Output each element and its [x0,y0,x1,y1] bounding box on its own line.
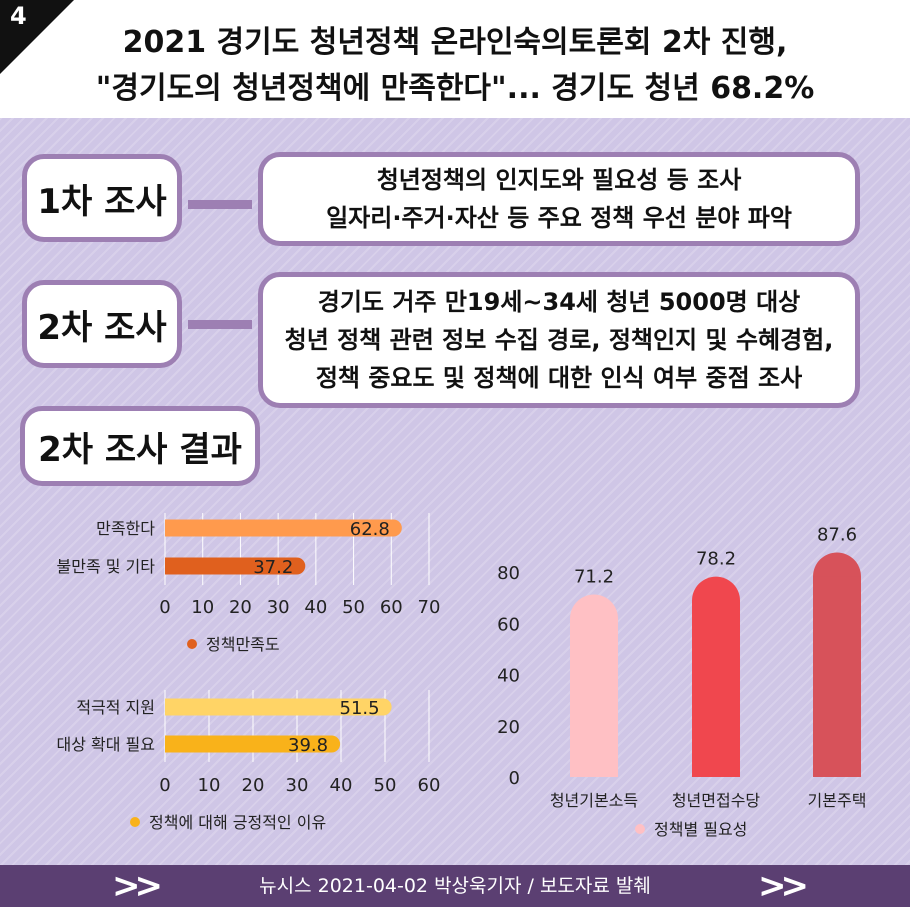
bar-base [570,618,618,777]
survey1-desc-box: 청년정책의 인지도와 필요성 등 조사 일자리·주거·자산 등 주요 정책 우선… [258,152,860,246]
survey2-connector [188,320,252,329]
category-label: 만족한다 [96,519,155,538]
survey2-desc-line-2: 청년 정책 관련 정보 수집 경로, 정책인지 및 수혜경험, [284,326,834,354]
x-tick-label: 50 [374,775,397,796]
x-tick-label: 20 [229,597,252,618]
survey2-desc-line-3: 정책 중요도 및 정책에 대한 인식 여부 중점 조사 [315,364,803,392]
data-label: 62.8 [350,519,390,540]
legend-marker [187,639,197,649]
footer-bar: >> 뉴시스 2021-04-02 박상욱기자 / 보도자료 발췌 >> [0,865,910,907]
survey1-connector [188,200,252,209]
bar [165,557,306,575]
legend-marker [130,817,140,827]
chevron-right-icon: >> [112,866,163,906]
bar-base [165,557,182,575]
legend-label: 정책별 필요성 [654,820,747,839]
survey2-label: 2차 조사 [37,307,167,348]
category-label: 불만족 및 기타 [57,557,156,576]
survey1-desc-line-1: 청년정책의 인지도와 필요성 등 조사 [376,166,742,194]
category-label: 대상 확대 필요 [57,735,156,754]
satisfaction-chart: 0 10 20 30 40 50 60 70 만족한다 62.8 불만족 및 기타 37.2 정책만족도 [57,513,441,654]
y-tick-label: 40 [497,666,520,687]
x-tick-label: 40 [304,597,327,618]
category-label: 기본주택 [808,791,867,810]
survey1-label-box: 1차 조사 [22,154,182,242]
bar-base [165,519,182,537]
bar [165,519,402,537]
chevron-right-icon: >> [758,866,809,906]
x-tick-label: 70 [418,597,441,618]
bar-base [692,600,740,777]
header: 4 2021 경기도 청년정책 온라인숙의토론회 2차 진행, "경기도의 청년… [0,0,910,118]
positive-reason-chart: 0 10 20 30 40 50 60 적극적 지원 51.5 대상 확대 필요 39.8 정책에 대… [57,690,441,832]
slide-number-badge [0,0,74,74]
data-label: 71.2 [574,567,614,588]
x-tick-label: 40 [330,775,353,796]
category-label: 청년기본소득 [550,791,638,810]
title-line-2: "경기도의 청년정책에 만족한다"... 경기도 청년 68.2% [95,71,815,106]
page-title: 2021 경기도 청년정책 온라인숙의토론회 2차 진행, "경기도의 청년정책… [0,20,910,112]
results-label: 2차 조사 결과 [38,429,242,470]
bar-base [165,735,182,753]
x-tick-label: 30 [267,597,290,618]
data-label: 39.8 [288,735,328,756]
bar-base [813,576,861,777]
x-tick-label: 0 [159,775,170,796]
survey1-desc-line-2: 일자리·주거·자산 등 주요 정책 우선 분야 파악 [326,204,792,232]
bar [165,698,392,716]
data-label: 37.2 [253,557,293,578]
x-tick-label: 0 [159,597,170,618]
survey2-desc-line-1: 경기도 거주 만19세~34세 청년 5000명 대상 [317,288,801,316]
footer-source: 뉴시스 2021-04-02 박상욱기자 / 보도자료 발췌 [259,875,651,897]
y-tick-label: 60 [497,614,520,635]
x-tick-label: 20 [242,775,265,796]
survey2-label-box: 2차 조사 [22,280,182,368]
category-label: 청년면접수당 [672,791,761,810]
x-tick-label: 10 [198,775,221,796]
x-tick-label: 60 [380,597,403,618]
results-label-box: 2차 조사 결과 [20,406,260,486]
y-tick-label: 0 [509,768,520,789]
data-label: 87.6 [817,525,857,546]
y-tick-label: 80 [497,563,520,584]
legend-label: 정책에 대해 긍정적인 이유 [149,813,326,832]
x-tick-label: 60 [418,775,441,796]
legend-marker [635,824,645,834]
slide-number: 4 [10,2,27,30]
data-label: 78.2 [696,549,736,570]
x-tick-label: 10 [191,597,214,618]
x-tick-label: 30 [286,775,309,796]
data-label: 51.5 [340,698,380,719]
category-label: 적극적 지원 [76,698,155,717]
survey1-label: 1차 조사 [37,181,167,222]
policy-necessity-chart: 0 20 40 60 80 71.2 청년기본소득 78.2 청년면접수당 87.6 기본주택정책별… [497,525,866,839]
bar-base [165,698,182,716]
bar [165,735,341,753]
y-tick-label: 20 [497,717,520,738]
title-line-1: 2021 경기도 청년정책 온라인숙의토론회 2차 진행, [122,25,788,60]
survey2-desc-box: 경기도 거주 만19세~34세 청년 5000명 대상 청년 정책 관련 정보 … [258,272,860,408]
legend-label: 정책만족도 [206,635,280,654]
x-tick-label: 50 [342,597,365,618]
